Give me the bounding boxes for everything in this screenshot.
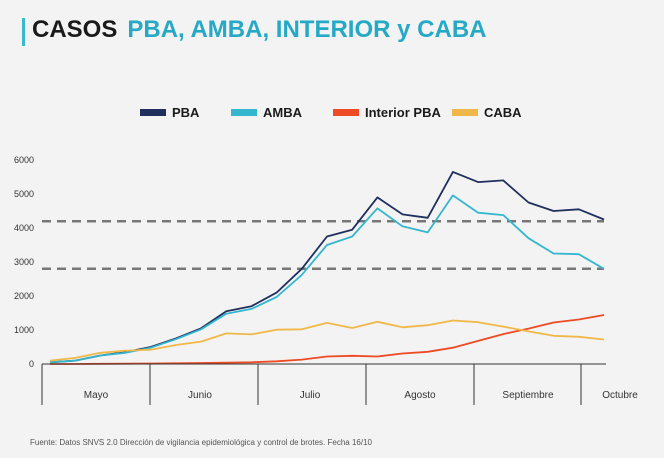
x-tick-label: Junio (188, 390, 212, 401)
legend-label-amba: AMBA (263, 105, 303, 120)
y-tick-label: 3000 (14, 257, 34, 267)
legend-swatch-amba (231, 109, 257, 116)
x-tick-label: Mayo (84, 390, 109, 401)
x-tick-label: Agosto (404, 390, 436, 401)
legend-swatch-caba (452, 109, 478, 116)
y-tick-label: 0 (29, 359, 34, 369)
reference-lines (42, 219, 604, 271)
legend-label-pba: PBA (172, 105, 200, 120)
legend-swatch-interior-pba (333, 109, 359, 116)
x-axis: Mayo Junio Julio Agosto Septiembre Octubre (41, 363, 638, 405)
series-line-caba (49, 319, 605, 362)
y-axis-ticks: 0 1000 2000 3000 4000 5000 6000 (14, 155, 34, 369)
legend-swatch-pba (140, 109, 166, 116)
title-accent-bar (22, 18, 25, 46)
chart-title-regions: PBA, AMBA, INTERIOR y CABA (127, 16, 487, 43)
y-tick-label: 5000 (14, 189, 34, 199)
y-tick-label: 2000 (14, 291, 34, 301)
source-note: Fuente: Datos SNVS 2.0 Dirección de vigi… (30, 438, 372, 447)
y-tick-label: 4000 (14, 223, 34, 233)
y-tick-label: 6000 (14, 155, 34, 165)
legend-label-caba: CABA (484, 105, 522, 120)
x-tick-label: Octubre (602, 390, 638, 401)
series-line-pba (49, 170, 605, 364)
chart-title-casos: CASOS (32, 16, 118, 43)
chart-legend: PBA AMBA Interior PBA CABA (140, 105, 522, 120)
x-tick-label: Julio (300, 390, 321, 401)
legend-label-interior-pba: Interior PBA (365, 105, 441, 120)
x-tick-label: Septiembre (502, 390, 554, 401)
chart-title: CASOS PBA, AMBA, INTERIOR y CABA (32, 16, 486, 44)
y-tick-label: 1000 (14, 325, 34, 335)
